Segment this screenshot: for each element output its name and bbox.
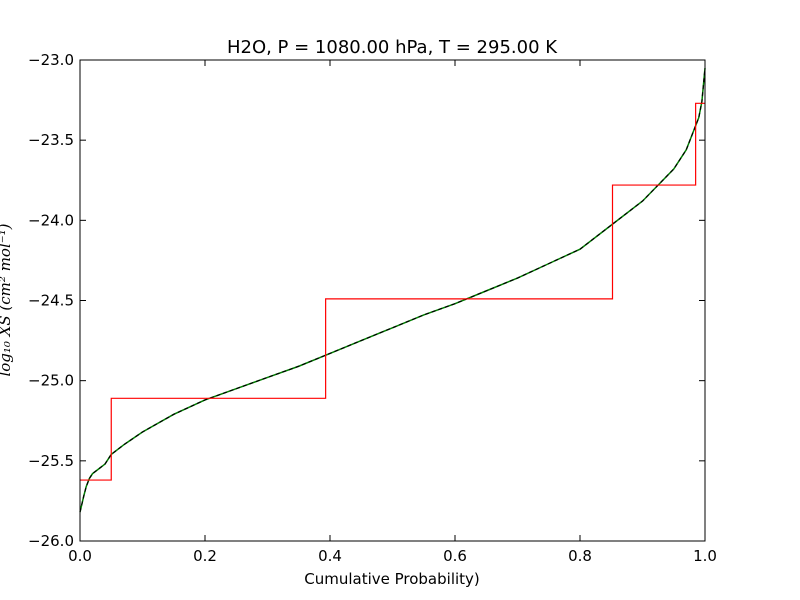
x-tick-label: 1.0 bbox=[693, 547, 717, 565]
series-layer bbox=[79, 67, 706, 513]
y-tick-label: −24.5 bbox=[28, 292, 74, 310]
series-line-1 bbox=[79, 67, 706, 513]
y-tick-label: −26.0 bbox=[28, 532, 74, 550]
y-axis: −26.0 −25.5 −25.0 −24.5 −24.0 −23.5 −23.0 bbox=[28, 51, 705, 550]
y-tick-label: −25.0 bbox=[28, 372, 74, 390]
x-tick-label: 0.6 bbox=[443, 547, 467, 565]
series-line-2 bbox=[80, 102, 705, 481]
x-axis: 0.0 0.2 0.4 0.6 0.8 1.0 bbox=[68, 60, 717, 565]
y-tick-label: −24.0 bbox=[28, 211, 74, 229]
x-tick-label: 0.4 bbox=[318, 547, 342, 565]
y-tick-label: −23.0 bbox=[28, 51, 74, 69]
x-tick-label: 0.2 bbox=[193, 547, 217, 565]
y-tick-label: −25.5 bbox=[28, 452, 74, 470]
x-tick-label: 0.8 bbox=[568, 547, 592, 565]
y-axis-title: log₁₀ XS (cm² mol⁻¹) bbox=[0, 223, 14, 376]
x-tick-label: 0.0 bbox=[68, 547, 92, 565]
plot-area bbox=[80, 60, 705, 541]
chart-title: H2O, P = 1080.00 hPa, T = 295.00 K bbox=[227, 37, 558, 58]
x-axis-title: Cumulative Probability) bbox=[304, 570, 480, 588]
y-tick-label: −23.5 bbox=[28, 131, 74, 149]
